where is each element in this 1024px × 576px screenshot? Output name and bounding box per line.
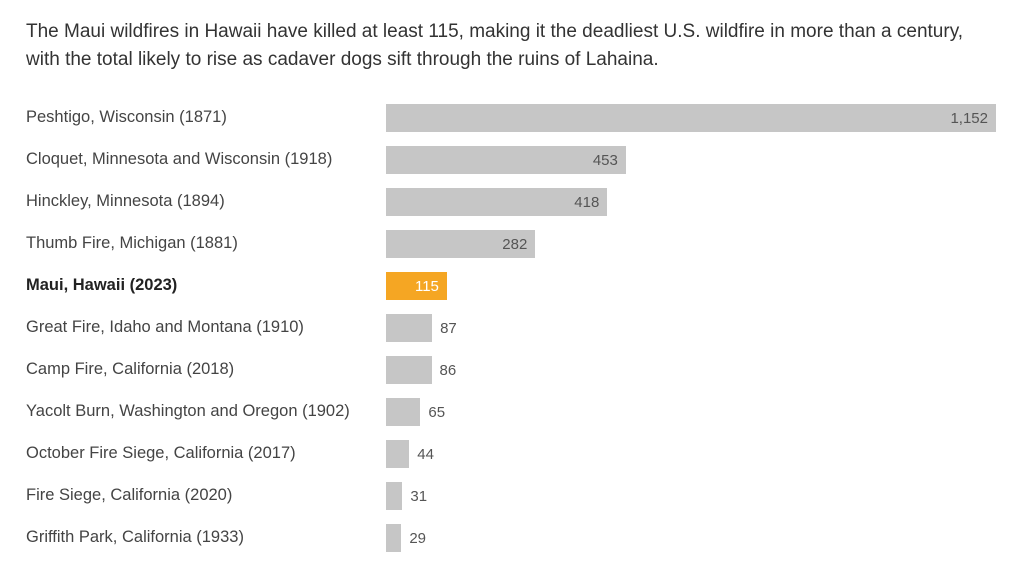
bar-value: 453 [593, 152, 618, 169]
bar-label: October Fire Siege, California (2017) [26, 444, 386, 464]
bar-area: 453 [386, 146, 998, 174]
bar-area: 65 [386, 398, 998, 426]
bar-area: 418 [386, 188, 998, 216]
bar-value: 31 [410, 488, 427, 505]
bar-area: 86 [386, 356, 998, 384]
bar-value: 87 [440, 320, 457, 337]
bar-label: Fire Siege, California (2020) [26, 486, 386, 506]
bar-area: 282 [386, 230, 998, 258]
bar-row: Peshtigo, Wisconsin (1871) 1,152 [26, 101, 998, 135]
bar-label: Griffith Park, California (1933) [26, 528, 386, 548]
bar-label: Yacolt Burn, Washington and Oregon (1902… [26, 402, 386, 422]
bar-area: 1,152 [386, 104, 998, 132]
bar: 1,152 [386, 104, 996, 132]
bar-highlight: 115 [386, 272, 447, 300]
bar-label: Cloquet, Minnesota and Wisconsin (1918) [26, 150, 386, 170]
bar-label: Maui, Hawaii (2023) [26, 276, 386, 296]
bar-area: 31 [386, 482, 998, 510]
bar-label: Thumb Fire, Michigan (1881) [26, 234, 386, 254]
bar-value: 44 [417, 446, 434, 463]
bar [386, 482, 402, 510]
bar-value: 1,152 [950, 110, 988, 127]
bar-label: Peshtigo, Wisconsin (1871) [26, 108, 386, 128]
bar [386, 524, 401, 552]
bar-area: 29 [386, 524, 998, 552]
bar-row: Hinckley, Minnesota (1894) 418 [26, 185, 998, 219]
bar-row: Great Fire, Idaho and Montana (1910) 87 [26, 311, 998, 345]
bar-row: Fire Siege, California (2020) 31 [26, 479, 998, 513]
bar-row: October Fire Siege, California (2017) 44 [26, 437, 998, 471]
bar-label: Hinckley, Minnesota (1894) [26, 192, 386, 212]
bar-area: 115 [386, 272, 998, 300]
bar: 418 [386, 188, 607, 216]
bar-value: 282 [502, 236, 527, 253]
bar [386, 356, 432, 384]
bar-value: 418 [574, 194, 599, 211]
bar: 453 [386, 146, 626, 174]
bar-value: 65 [428, 404, 445, 421]
bar-row: Yacolt Burn, Washington and Oregon (1902… [26, 395, 998, 429]
bar [386, 314, 432, 342]
bar-value: 115 [415, 278, 439, 295]
bar-label: Camp Fire, California (2018) [26, 360, 386, 380]
bar: 282 [386, 230, 535, 258]
bar-row: Camp Fire, California (2018) 86 [26, 353, 998, 387]
bar-row: Cloquet, Minnesota and Wisconsin (1918) 4… [26, 143, 998, 177]
bar-value: 29 [409, 530, 426, 547]
bar-label: Great Fire, Idaho and Montana (1910) [26, 318, 386, 338]
bar-row: Thumb Fire, Michigan (1881) 282 [26, 227, 998, 261]
bar-row: Griffith Park, California (1933) 29 [26, 521, 998, 555]
chart-description: The Maui wildfires in Hawaii have killed… [26, 18, 998, 73]
bar-value: 86 [440, 362, 457, 379]
wildfire-bar-chart: Peshtigo, Wisconsin (1871) 1,152 Cloquet, … [26, 101, 998, 555]
bar [386, 440, 409, 468]
bar-area: 87 [386, 314, 998, 342]
bar-row: Maui, Hawaii (2023) 115 [26, 269, 998, 303]
bar [386, 398, 420, 426]
bar-area: 44 [386, 440, 998, 468]
